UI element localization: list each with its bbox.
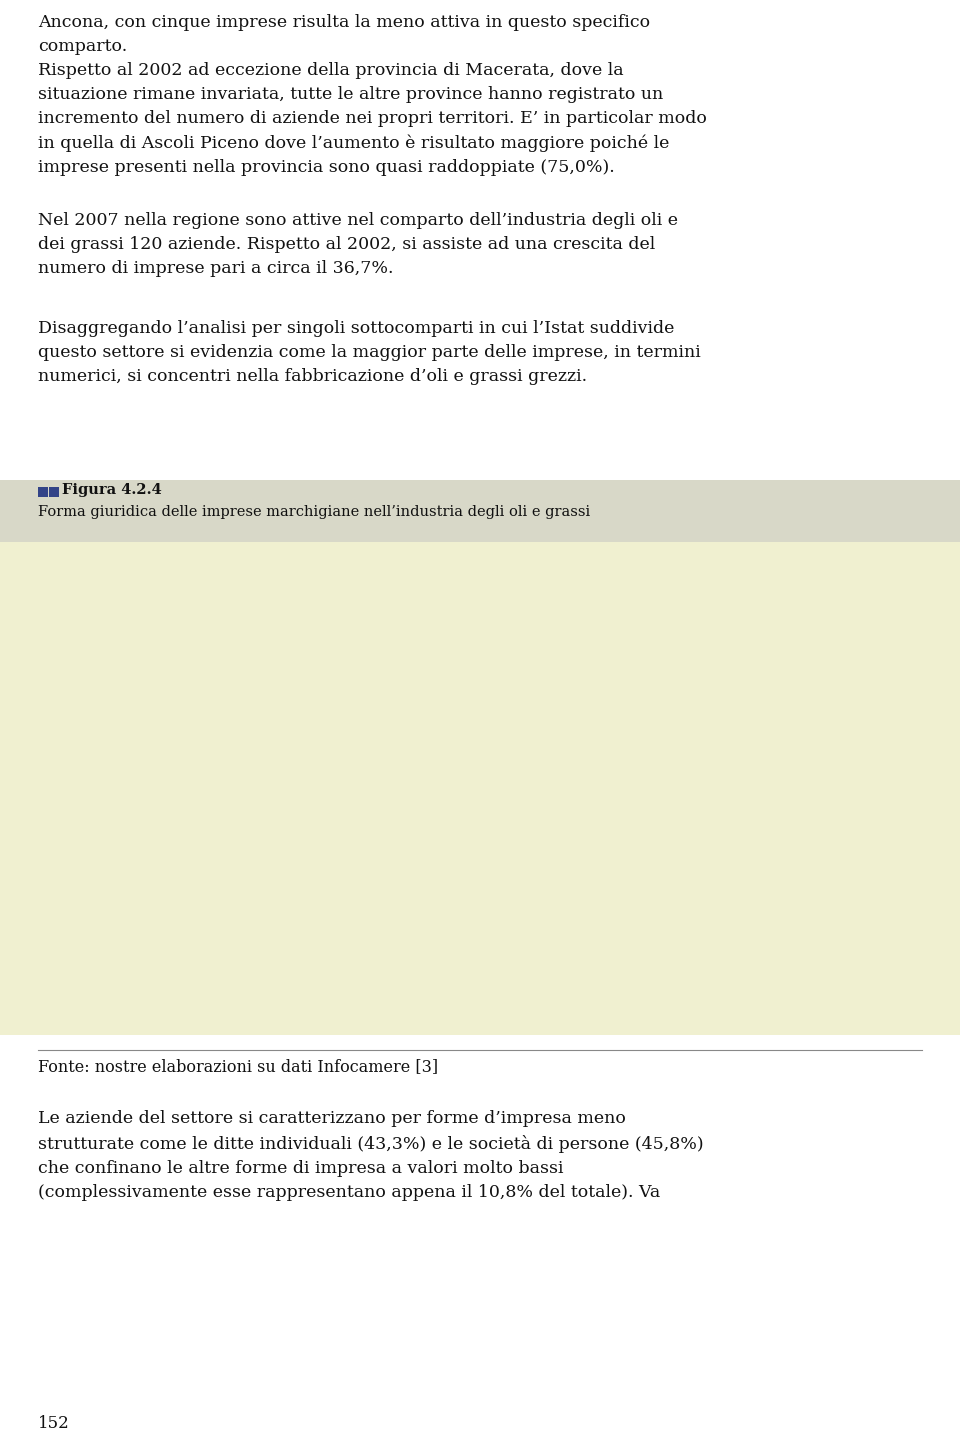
Text: Imprese individuali: Imprese individuali [521, 961, 643, 974]
Bar [276, 916, 397, 931]
Text: Forma giuridica delle imprese marchigiane nell’industria degli oli e grassi: Forma giuridica delle imprese marchigian… [38, 505, 590, 519]
Text: Ancona, con cinque imprese risulta la meno attiva in questo specifico
comparto.: Ancona, con cinque imprese risulta la me… [38, 15, 650, 55]
Bar [567, 605, 690, 762]
Text: 112: 112 [614, 676, 643, 691]
Text: 4: 4 [624, 582, 634, 595]
FancyBboxPatch shape [487, 992, 511, 1009]
Bar [567, 915, 690, 931]
Text: Rispetto al 2002 ad eccezione della provincia di Macerata, dove la
situazione ri: Rispetto al 2002 ad eccezione della prov… [38, 63, 707, 176]
Text: 10: 10 [326, 916, 347, 931]
Text: Altre forme: Altre forme [357, 961, 430, 974]
Text: Società di capitali: Società di capitali [521, 995, 635, 1008]
FancyBboxPatch shape [324, 958, 348, 976]
Text: 109: 109 [614, 832, 643, 845]
Text: Disaggregando l’analisi per singoli sottocomparti in cui l’Istat suddivide
quest: Disaggregando l’analisi per singoli sott… [38, 320, 701, 385]
Text: Le aziende del settore si caratterizzano per forme d’impresa meno
strutturate co: Le aziende del settore si caratterizzano… [38, 1109, 704, 1201]
Bar [567, 762, 690, 915]
Text: Società di persone: Società di persone [357, 995, 475, 1008]
FancyBboxPatch shape [324, 992, 348, 1009]
Text: Fonte: nostre elaborazioni su dati Infocamere [3]: Fonte: nostre elaborazioni su dati Infoc… [38, 1059, 438, 1075]
Text: 89: 89 [326, 724, 347, 737]
Text: 4: 4 [331, 644, 342, 659]
Bar [567, 599, 690, 605]
Text: 88: 88 [326, 848, 346, 861]
Text: Nel 2007 nella regione sono attive nel comparto dell’industria degli oli e
dei g: Nel 2007 nella regione sono attive nel c… [38, 212, 678, 278]
Bar [276, 669, 397, 792]
Text: 152: 152 [38, 1415, 70, 1432]
FancyBboxPatch shape [487, 958, 511, 976]
Text: 11: 11 [619, 916, 638, 929]
Text: Figura 4.2.4: Figura 4.2.4 [62, 483, 161, 497]
Bar [276, 663, 397, 669]
Bar [276, 792, 397, 916]
